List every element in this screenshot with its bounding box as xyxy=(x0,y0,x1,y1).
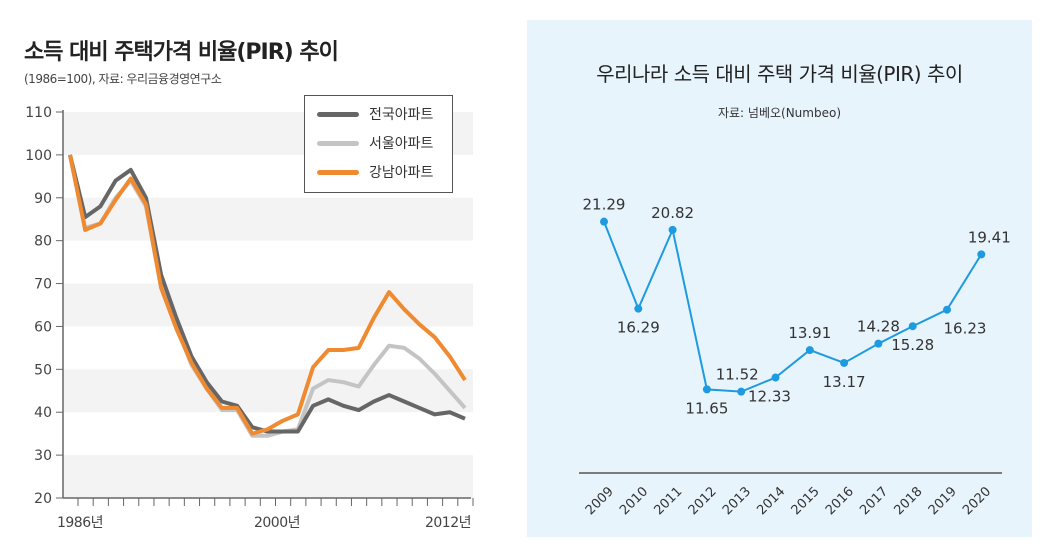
x-tick-label: 2016 xyxy=(823,484,857,518)
x-tick-label: 2019 xyxy=(926,484,960,518)
y-tick-label: 70 xyxy=(34,277,52,293)
right-chart-subtitle: 자료: 넘베오(Numbeo) xyxy=(717,106,842,120)
y-tick-label: 60 xyxy=(34,319,52,335)
data-label: 19.41 xyxy=(968,228,1011,246)
series-line-national xyxy=(68,154,466,434)
y-tick-label: 110 xyxy=(25,105,52,121)
x-tick-label: 2010 xyxy=(617,484,651,518)
x-tick-label: 2020 xyxy=(960,484,994,518)
data-label: 12.33 xyxy=(748,388,791,406)
y-tick-label: 80 xyxy=(34,234,52,250)
data-point xyxy=(771,373,780,382)
legend-label: 전국아파트 xyxy=(369,107,434,123)
x-tick-label: 2018 xyxy=(892,484,926,518)
data-label: 15.28 xyxy=(891,336,934,354)
data-label: 11.65 xyxy=(685,399,728,417)
data-label: 16.29 xyxy=(617,319,660,337)
data-label: 13.17 xyxy=(823,373,866,391)
y-tick-label: 90 xyxy=(34,191,52,207)
x-tick-label: 2000년 xyxy=(254,515,300,531)
right-chart-plot: 21.29 16.29 20.82 11.65 11.52 12.33 13.91 13.17… xyxy=(579,196,1011,518)
legend-item-seoul: 서울아파트 xyxy=(317,133,433,153)
series-line-gangnam xyxy=(68,154,467,436)
data-label: 20.82 xyxy=(651,204,694,222)
data-point xyxy=(874,339,883,348)
legend-item-gangnam: 강남아파트 xyxy=(317,162,433,182)
left-chart-title: 소득 대비 주택가격 비율(PIR) 추이 xyxy=(24,40,339,65)
data-label: 14.28 xyxy=(857,318,900,336)
x-tick-label: 1986년 xyxy=(57,515,103,531)
x-tick-label: 2017 xyxy=(857,484,891,518)
x-tick-label: 2011 xyxy=(651,484,685,518)
data-point xyxy=(737,387,746,396)
x-tick-label: 2012년 xyxy=(425,515,471,531)
data-label: 13.91 xyxy=(788,324,831,342)
legend-label: 서울아파트 xyxy=(369,136,434,152)
data-label: 11.52 xyxy=(716,366,759,384)
y-tick-label: 100 xyxy=(25,148,52,164)
grid-band xyxy=(63,369,473,413)
left-chart-plot: 20 30 40 50 60 70 80 90 100 110 1986년 2000년 2012년 xyxy=(25,105,474,531)
y-tick-label: 20 xyxy=(34,491,52,507)
data-point xyxy=(805,346,814,355)
right-chart: 우리나라 소득 대비 주택 가격 비율(PIR) 추이 자료: 넘베오(Numb… xyxy=(527,20,1032,537)
data-point xyxy=(840,358,849,367)
legend-swatch xyxy=(317,140,359,146)
y-tick-label: 50 xyxy=(34,362,52,378)
legend-label: 강남아파트 xyxy=(369,165,434,181)
x-tick-label: 2015 xyxy=(789,484,823,518)
data-point xyxy=(908,322,917,331)
x-tick-label: 2012 xyxy=(686,484,720,518)
left-chart-subtitle: (1986=100), 자료: 우리금융경영연구소 xyxy=(24,72,222,86)
legend: 전국아파트 서울아파트 강남아파트 xyxy=(304,95,453,193)
grid-band xyxy=(63,455,473,498)
data-point xyxy=(702,385,711,394)
grid-band xyxy=(63,283,473,327)
y-tick-label: 30 xyxy=(34,448,52,464)
data-label: 21.29 xyxy=(583,196,626,214)
legend-swatch xyxy=(317,169,359,175)
data-point xyxy=(943,305,951,314)
data-point xyxy=(634,304,643,313)
x-tick-label: 2009 xyxy=(583,484,617,518)
data-label: 16.23 xyxy=(944,320,987,338)
data-point xyxy=(977,250,986,259)
x-tick-label: 2014 xyxy=(754,484,788,518)
data-point xyxy=(668,225,677,234)
legend-swatch xyxy=(317,111,359,117)
y-tick-label: 40 xyxy=(34,405,52,421)
x-tick-label: 2013 xyxy=(720,484,754,518)
series-line xyxy=(603,221,983,393)
legend-item-national: 전국아파트 xyxy=(317,104,433,124)
right-chart-title: 우리나라 소득 대비 주택 가격 비율(PIR) 추이 xyxy=(596,62,963,86)
grid-band xyxy=(63,197,473,241)
data-point xyxy=(600,217,608,226)
